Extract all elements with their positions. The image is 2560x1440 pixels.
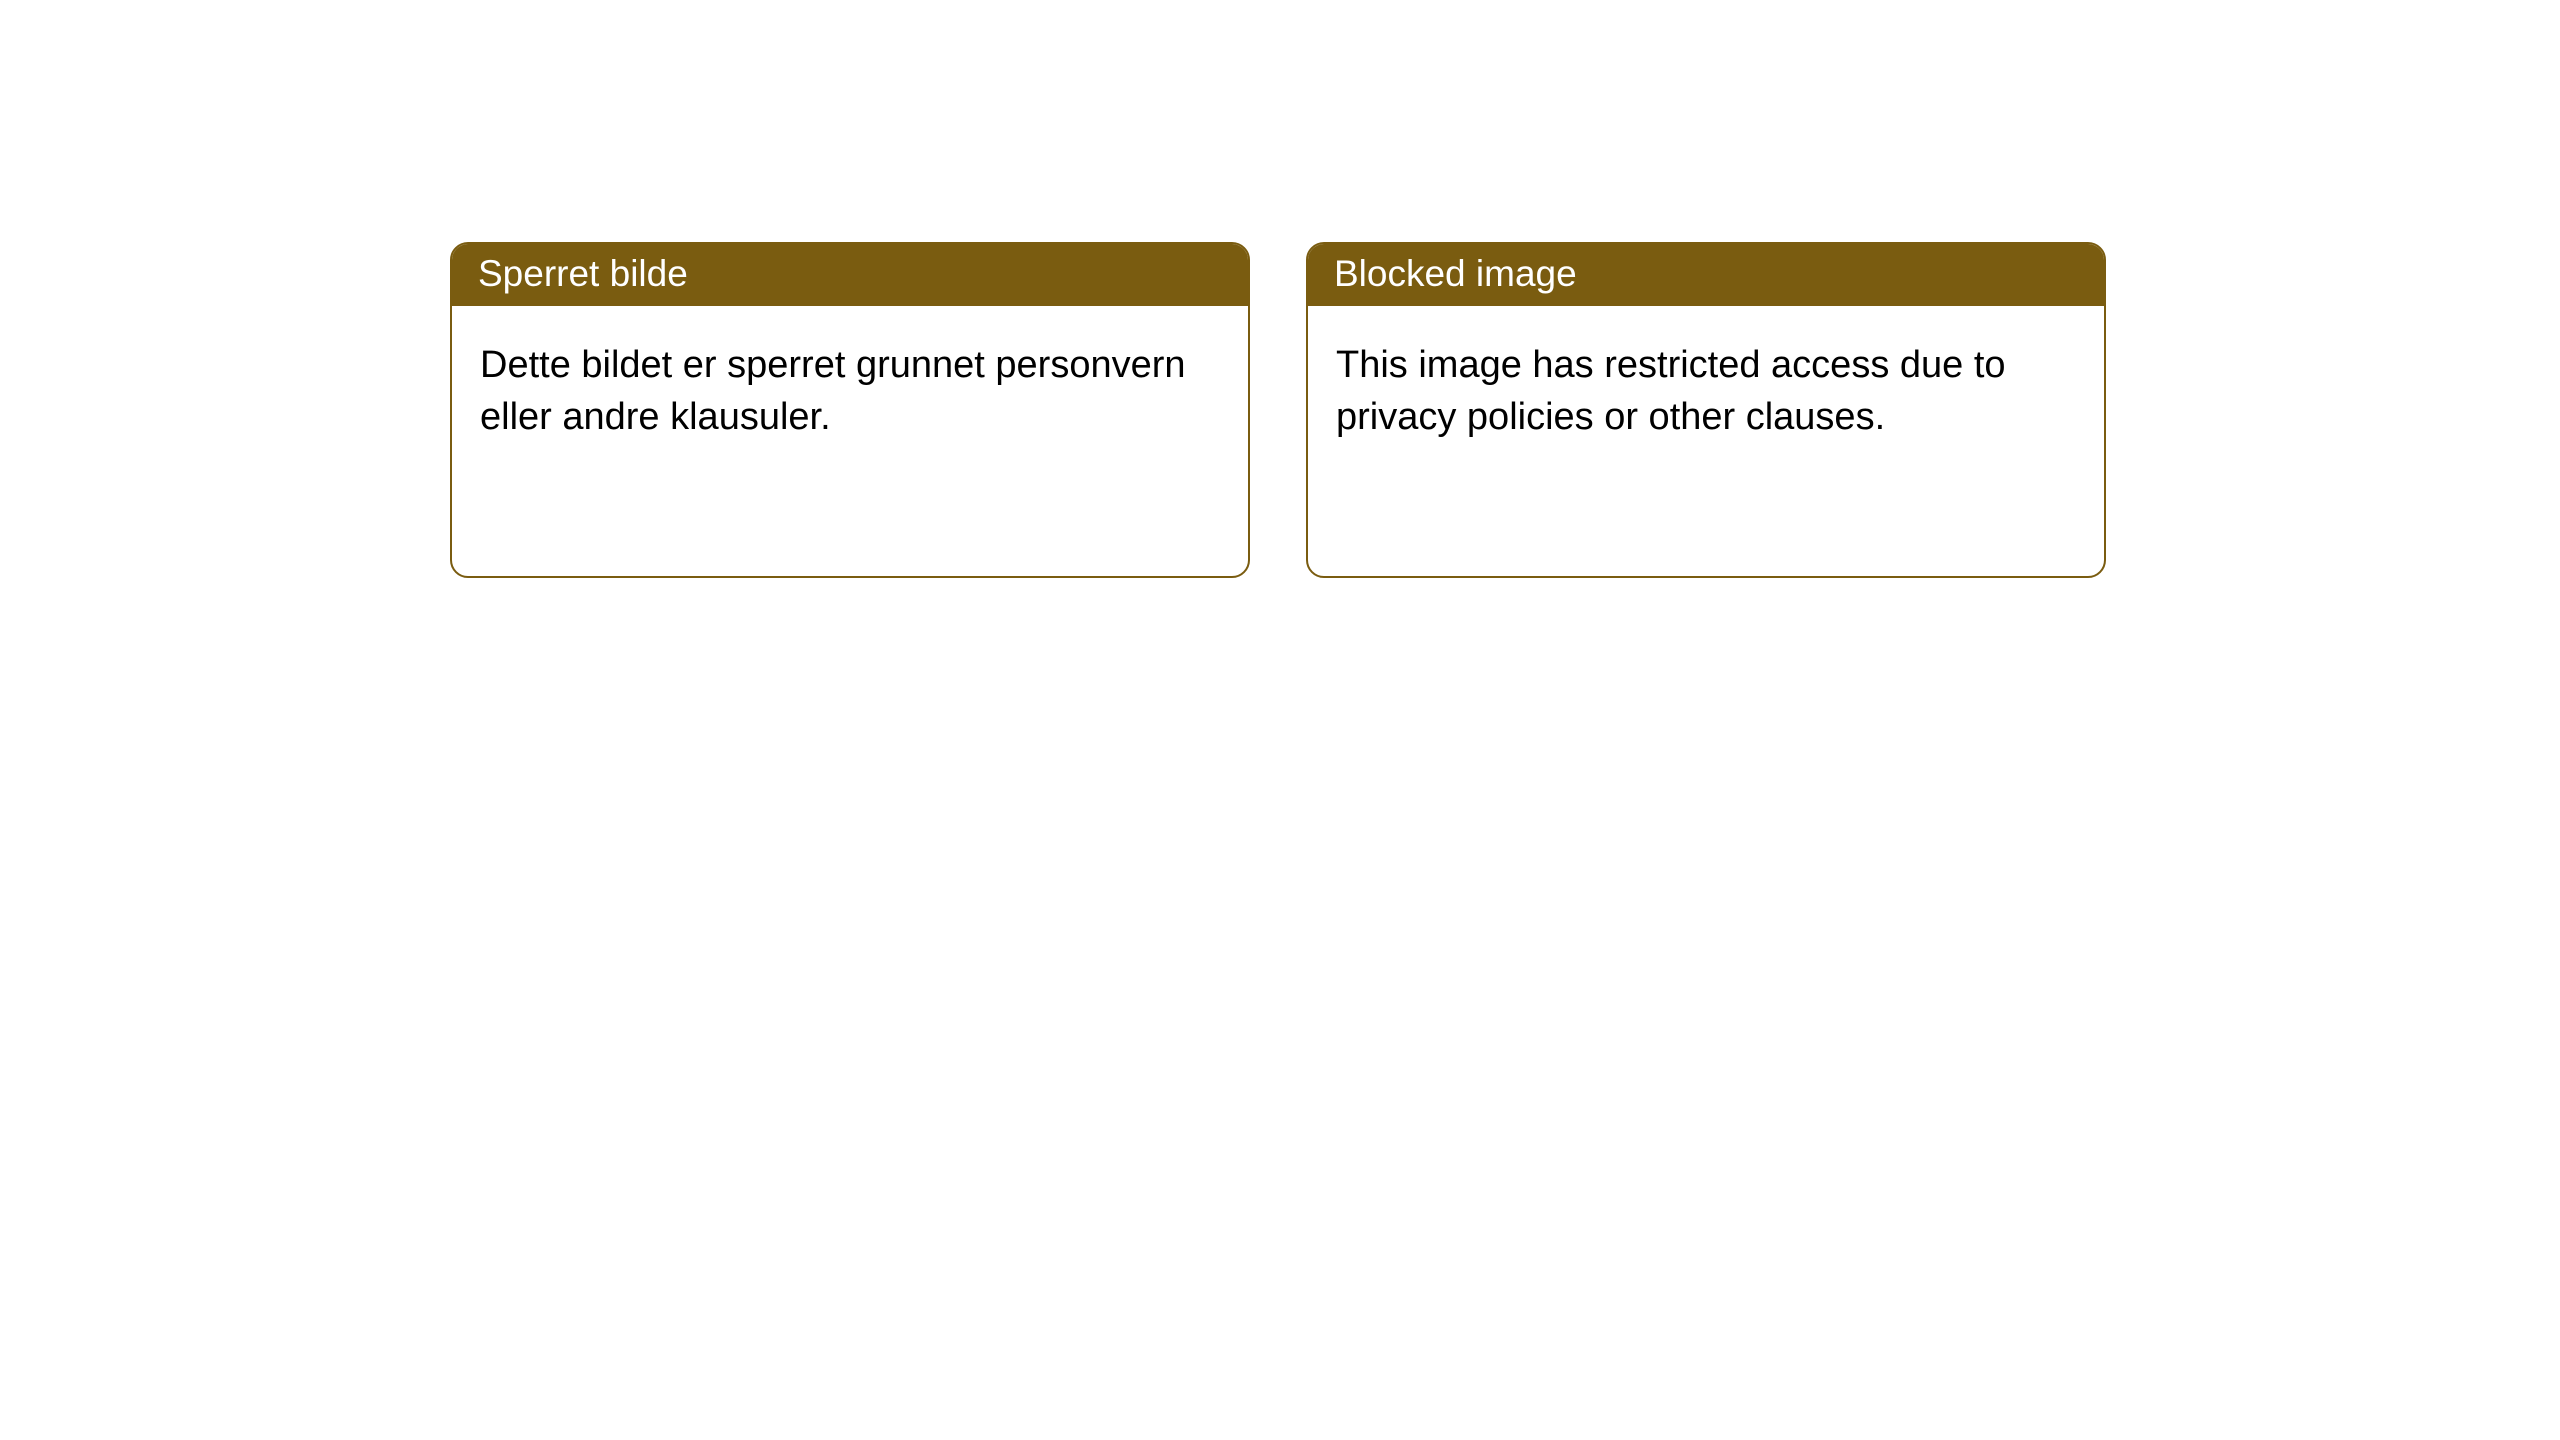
notice-card-norwegian: Sperret bilde Dette bildet er sperret gr…: [450, 242, 1250, 578]
notice-container: Sperret bilde Dette bildet er sperret gr…: [0, 0, 2560, 578]
notice-body-english: This image has restricted access due to …: [1308, 306, 2104, 477]
notice-title-norwegian: Sperret bilde: [452, 244, 1248, 306]
notice-card-english: Blocked image This image has restricted …: [1306, 242, 2106, 578]
notice-title-english: Blocked image: [1308, 244, 2104, 306]
notice-body-norwegian: Dette bildet er sperret grunnet personve…: [452, 306, 1248, 477]
